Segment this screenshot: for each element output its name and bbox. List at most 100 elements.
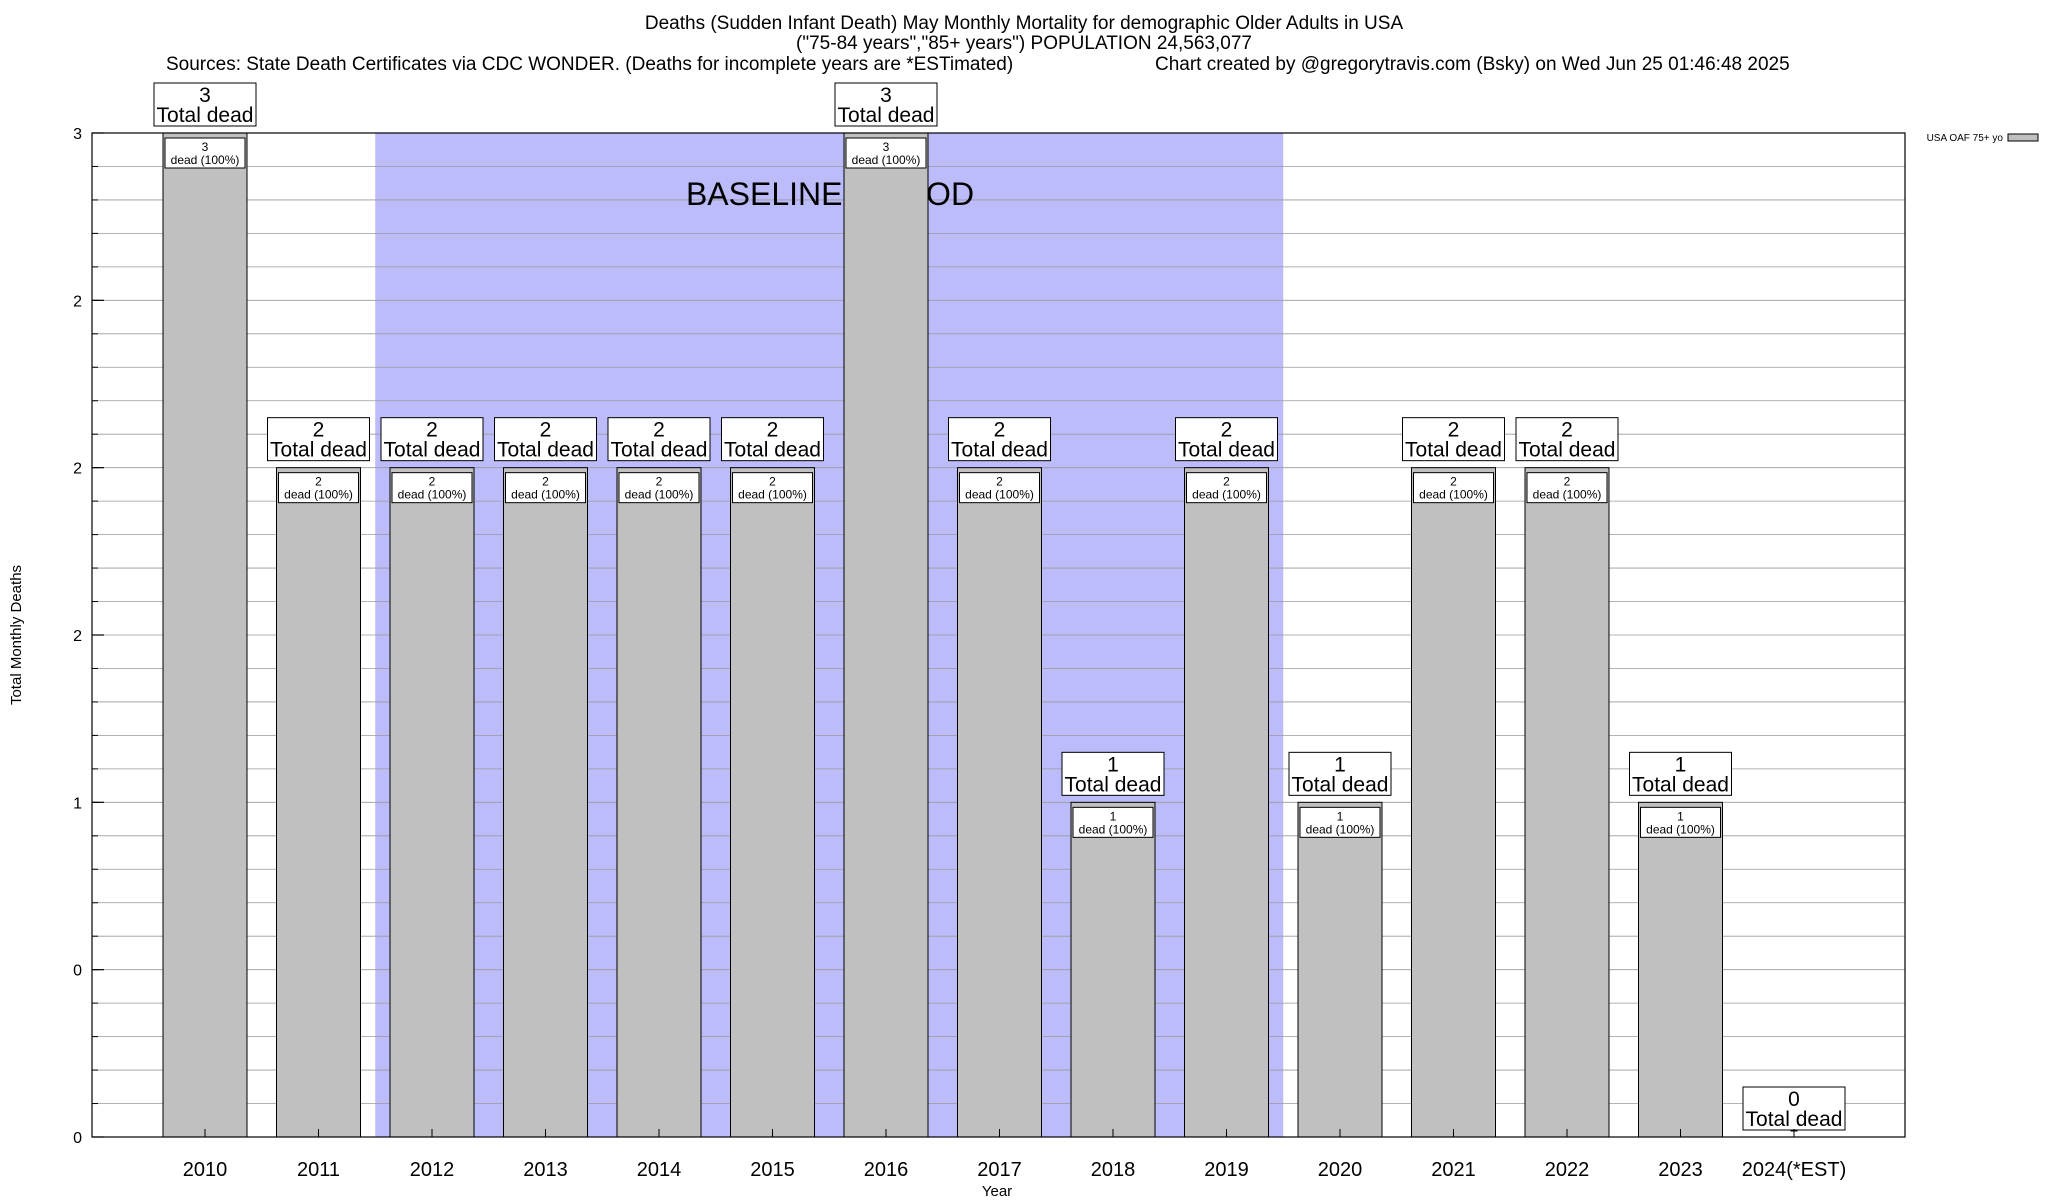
bar-total-label: Total dead: [1178, 439, 1275, 462]
x-tick-label: 2014: [637, 1159, 682, 1181]
bar-inner-label-box: [164, 137, 246, 169]
bar-inner-label: dead (100%): [1306, 822, 1375, 836]
bar: [162, 132, 248, 1138]
bar-total-count: 2: [1448, 419, 1460, 442]
bar-total-label: Total dead: [1065, 773, 1162, 796]
bar: [1411, 467, 1496, 1138]
bar-total-label-box: [1061, 751, 1165, 796]
bar-inner-label: dead (100%): [398, 488, 467, 502]
bar-total-label: Total dead: [1292, 773, 1389, 796]
bar-inner-label: dead (100%): [1646, 822, 1715, 836]
bar-inner-count: 2: [315, 475, 322, 489]
bar-total-count: 2: [426, 419, 438, 442]
bar: [616, 467, 702, 1138]
x-tick-label: 2010: [183, 1159, 228, 1181]
bar-total-count: 1: [1334, 753, 1346, 776]
bar-inner-label: dead (100%): [511, 488, 580, 502]
x-tick-label: 2016: [864, 1159, 909, 1181]
bar-total-label-box: [267, 417, 370, 462]
bar-total-label: Total dead: [951, 439, 1048, 462]
bar-total-label-box: [948, 417, 1051, 462]
x-tick-label: 2011: [297, 1159, 340, 1181]
bar-inner-count: 2: [429, 475, 436, 489]
y-axis-label: Total Monthly Deaths: [8, 565, 25, 705]
bar-inner-label: dead (100%): [1079, 822, 1148, 836]
bar-total-count: 2: [653, 419, 665, 442]
y-tick-label: 1: [73, 795, 82, 812]
bar-inner-label-box: [1413, 472, 1494, 504]
bar-total-label-box: [380, 417, 484, 462]
bar-total-count: 1: [1675, 753, 1687, 776]
legend-swatch: [2007, 133, 2039, 142]
bar-total-label: Total dead: [611, 439, 708, 462]
bar-inner-label-box: [278, 472, 359, 504]
x-tick-label: 2012: [410, 1159, 455, 1181]
bar: [843, 132, 929, 1138]
bar-inner-label: dead (100%): [738, 488, 807, 502]
y-tick-label: 2: [73, 293, 82, 310]
x-axis-label: Year: [982, 1183, 1012, 1200]
y-tick-label: 0: [73, 963, 82, 980]
x-tick-label: 2017: [977, 1159, 1022, 1181]
x-tick-label: 2018: [1091, 1159, 1136, 1181]
bar-total-count: 2: [1561, 419, 1573, 442]
bar: [503, 467, 588, 1138]
x-tick-label: 2022: [1545, 1159, 1590, 1181]
bar: [957, 467, 1042, 1138]
x-tick-label: 2019: [1204, 1159, 1249, 1181]
bar-total-label-box: [1175, 417, 1278, 462]
bar-inner-count: 2: [996, 475, 1003, 489]
bar-inner-count: 1: [1337, 809, 1344, 823]
bar: [1070, 801, 1156, 1138]
bar-total-label-box: [494, 417, 597, 462]
bar-inner-count: 2: [1223, 475, 1230, 489]
bar-total-label: Total dead: [1405, 439, 1502, 462]
bar-inner-label-box: [1526, 472, 1608, 504]
y-tick-label: 2: [73, 628, 82, 645]
x-tick-label: 2023: [1658, 1159, 1703, 1181]
bar-total-label: Total dead: [724, 439, 821, 462]
bar-inner-count: 2: [656, 475, 663, 489]
bar-total-count: 2: [994, 419, 1006, 442]
bar-inner-count: 3: [883, 140, 890, 154]
bar-total-label-box: [1629, 751, 1732, 796]
bar-inner-label: dead (100%): [171, 153, 240, 167]
bar-total-label: Total dead: [270, 439, 367, 462]
bar-inner-label: dead (100%): [965, 488, 1034, 502]
bar-total-label: Total dead: [1632, 773, 1729, 796]
bar-inner-label-box: [391, 472, 473, 504]
bar-total-label: Total dead: [157, 104, 254, 127]
bar-inner-label-box: [732, 472, 813, 504]
bar: [1524, 467, 1610, 1138]
bar-total-label: Total dead: [1519, 439, 1616, 462]
bar-inner-label-box: [618, 472, 700, 504]
bar-total-count: 3: [199, 84, 211, 107]
y-tick-label: 3: [73, 126, 82, 143]
bar-inner-label: dead (100%): [625, 488, 694, 502]
bar: [1638, 801, 1723, 1138]
bar-total-label-box: [1515, 417, 1619, 462]
bar-inner-label-box: [1186, 472, 1267, 504]
bar-inner-label-box: [505, 472, 586, 504]
x-tick-label: 2024(*EST): [1742, 1159, 1847, 1181]
bar-inner-label: dead (100%): [284, 488, 353, 502]
bar-total-count: 1: [1107, 753, 1119, 776]
bar: [389, 467, 475, 1138]
bar-inner-label: dead (100%): [1192, 488, 1261, 502]
x-tick-label: 2020: [1318, 1159, 1363, 1181]
bar-total-label: Total dead: [838, 104, 935, 127]
bar-inner-count: 1: [1110, 809, 1117, 823]
bar-inner-label-box: [1640, 806, 1721, 838]
bar-total-label-box: [1402, 417, 1505, 462]
bar-inner-count: 2: [1564, 475, 1571, 489]
bar-inner-count: 2: [542, 475, 549, 489]
bar-inner-count: 2: [1450, 475, 1457, 489]
bar-inner-count: 1: [1677, 809, 1684, 823]
plot-border: [91, 132, 1906, 1138]
bar-inner-label: dead (100%): [1419, 488, 1488, 502]
bar-total-count: 2: [1221, 419, 1233, 442]
bar-inner-label-box: [1072, 806, 1154, 838]
bar-total-label: Total dead: [497, 439, 594, 462]
bar-total-label: Total dead: [384, 439, 481, 462]
